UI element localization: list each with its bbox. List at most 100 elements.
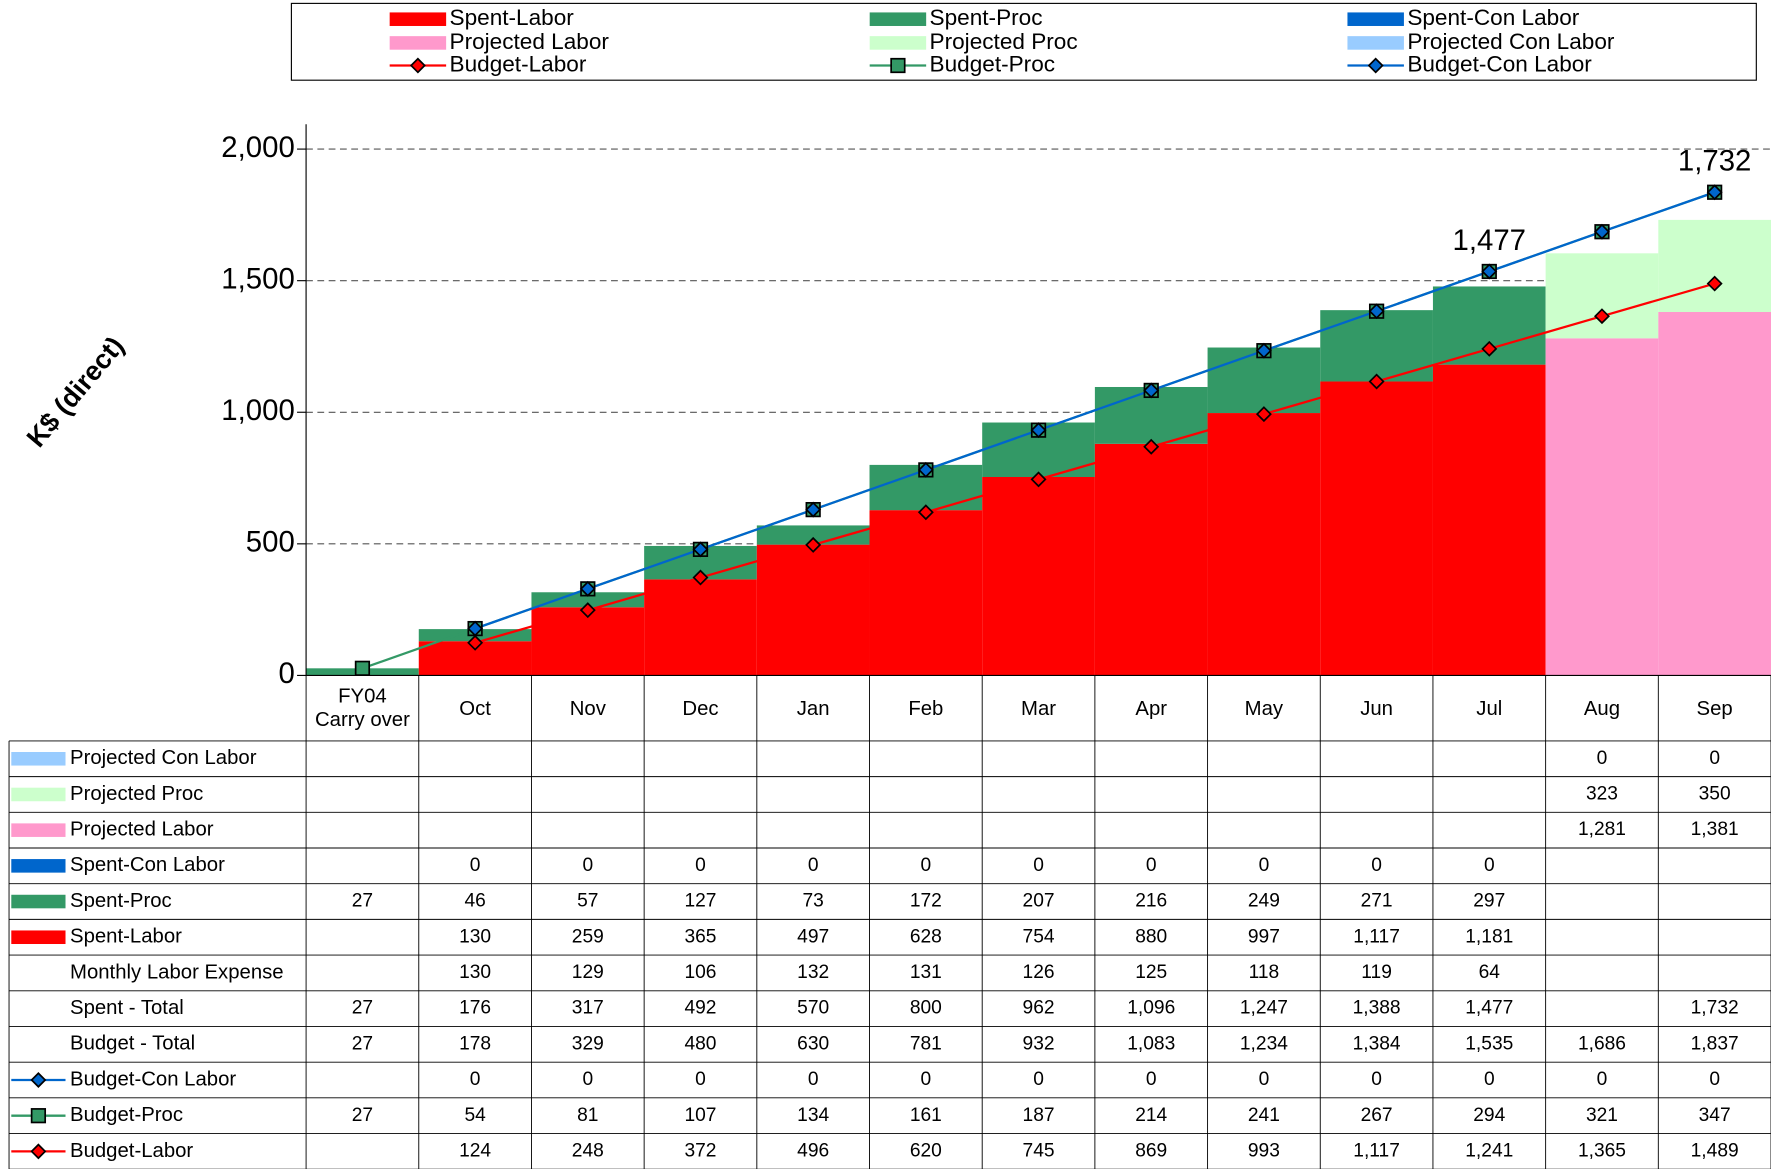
table-cell: 880 <box>1135 926 1167 947</box>
table-cell: 997 <box>1248 926 1280 947</box>
table-cell: 0 <box>808 1069 819 1090</box>
table-swatch <box>11 859 66 873</box>
table-cell: 800 <box>910 998 942 1019</box>
table-cell: 754 <box>1023 926 1055 947</box>
line-marker <box>1030 422 1047 439</box>
legend-swatch <box>869 36 927 50</box>
legend-label: Spent-Labor <box>450 5 575 30</box>
legend-swatch <box>1347 12 1404 26</box>
line-marker <box>692 541 709 558</box>
table-cell: 372 <box>684 1140 716 1161</box>
table-cell: 125 <box>1135 962 1167 983</box>
table-cell: 106 <box>684 962 716 983</box>
table-cell: 350 <box>1699 784 1731 805</box>
x-tick-label: Feb <box>908 696 944 719</box>
x-tick-label: FY04 Carry over <box>314 684 410 731</box>
line-marker <box>1593 308 1610 325</box>
table-cell: 241 <box>1248 1105 1280 1126</box>
line-marker <box>805 501 822 518</box>
table-cell: 73 <box>802 891 823 912</box>
legend-label: Projected Labor <box>450 29 610 54</box>
table-row-label: Spent-Proc <box>70 890 172 912</box>
table-cell: 1,837 <box>1691 1033 1739 1054</box>
table-cell: 130 <box>459 962 491 983</box>
x-tick-label-cell: Mar <box>1021 696 1056 719</box>
table-cell: 0 <box>1709 1069 1720 1090</box>
line-marker <box>467 634 484 651</box>
table-cell: 134 <box>797 1105 829 1126</box>
table-cell: 131 <box>910 962 942 983</box>
table-cell: 496 <box>797 1140 829 1161</box>
legend-label: Projected Con Labor <box>1407 29 1615 54</box>
table-cell: 1,535 <box>1465 1033 1513 1054</box>
bar-segment <box>756 544 870 676</box>
table-cell: 480 <box>684 1033 716 1054</box>
table-cell: 1,096 <box>1127 998 1175 1019</box>
table-cell: 54 <box>464 1105 486 1126</box>
table-cell: 0 <box>1597 1069 1608 1090</box>
annotation: 1,732 <box>1678 145 1751 178</box>
x-tick-label-cell: Aug <box>1584 696 1620 719</box>
table-cell: 1,083 <box>1127 1033 1175 1054</box>
table-cell: 0 <box>1597 748 1608 769</box>
legend-label: Budget-Proc <box>930 51 1056 76</box>
bar-segment <box>1207 413 1321 676</box>
table-swatch <box>11 787 66 802</box>
table-cell: 492 <box>684 998 716 1019</box>
table-cell: 297 <box>1473 891 1505 912</box>
line-marker <box>890 57 906 74</box>
line-marker <box>1368 373 1385 390</box>
table-cell: 347 <box>1699 1105 1731 1126</box>
line-marker <box>354 660 371 676</box>
line-marker <box>1593 223 1610 240</box>
table-row-label: Budget-Con Labor <box>70 1068 236 1090</box>
table-cell: 630 <box>797 1033 829 1054</box>
bar-segment <box>1432 364 1546 676</box>
table-swatch <box>11 751 66 766</box>
table-swatch <box>11 930 66 945</box>
table-row-label: Spent - Total <box>70 997 184 1019</box>
table-cell: 248 <box>572 1140 604 1161</box>
table-swatch <box>11 894 66 909</box>
line-marker <box>917 461 934 478</box>
table-cell: 130 <box>459 926 491 947</box>
table-cell: 497 <box>797 926 829 947</box>
table-cell: 0 <box>921 855 932 876</box>
table-row-label: Monthly Labor Expense <box>70 961 284 983</box>
line-marker <box>1143 438 1160 455</box>
budget-line <box>474 191 1716 630</box>
legend-swatch <box>869 12 927 26</box>
bar-segment <box>1320 381 1433 676</box>
table-cell: 259 <box>572 926 604 947</box>
table-cell: 124 <box>459 1140 491 1161</box>
table-cell: 27 <box>352 998 373 1019</box>
table-cell: 161 <box>910 1105 942 1126</box>
table-cell: 0 <box>1259 855 1270 876</box>
table-cell: 119 <box>1361 962 1392 983</box>
bar-segment <box>756 525 870 545</box>
bar-segment <box>531 592 645 608</box>
table-cell: 745 <box>1023 1140 1055 1161</box>
table-row-label: Projected Proc <box>70 783 203 805</box>
table-cell: 271 <box>1361 891 1393 912</box>
line-marker <box>1255 342 1272 359</box>
table-cell: 0 <box>470 1069 481 1090</box>
y-tick-label: 1,000 <box>221 394 294 427</box>
table-cell: 628 <box>910 926 942 947</box>
table-row-label: Budget-Labor <box>70 1140 193 1162</box>
line-marker <box>1143 382 1160 399</box>
table-cell: 57 <box>577 891 598 912</box>
y-tick-label: 500 <box>246 526 295 559</box>
x-tick-label: Oct <box>459 696 491 719</box>
x-tick-label-cell: Nov <box>570 696 606 719</box>
table-cell: 0 <box>921 1069 932 1090</box>
line-marker <box>467 620 484 637</box>
table-cell: 1,241 <box>1465 1140 1513 1161</box>
table-cell: 176 <box>459 998 491 1019</box>
table-cell: 1,686 <box>1578 1033 1626 1054</box>
x-tick-label: Jan <box>796 696 830 719</box>
line-marker <box>1706 275 1723 292</box>
table-cell: 126 <box>1023 962 1055 983</box>
